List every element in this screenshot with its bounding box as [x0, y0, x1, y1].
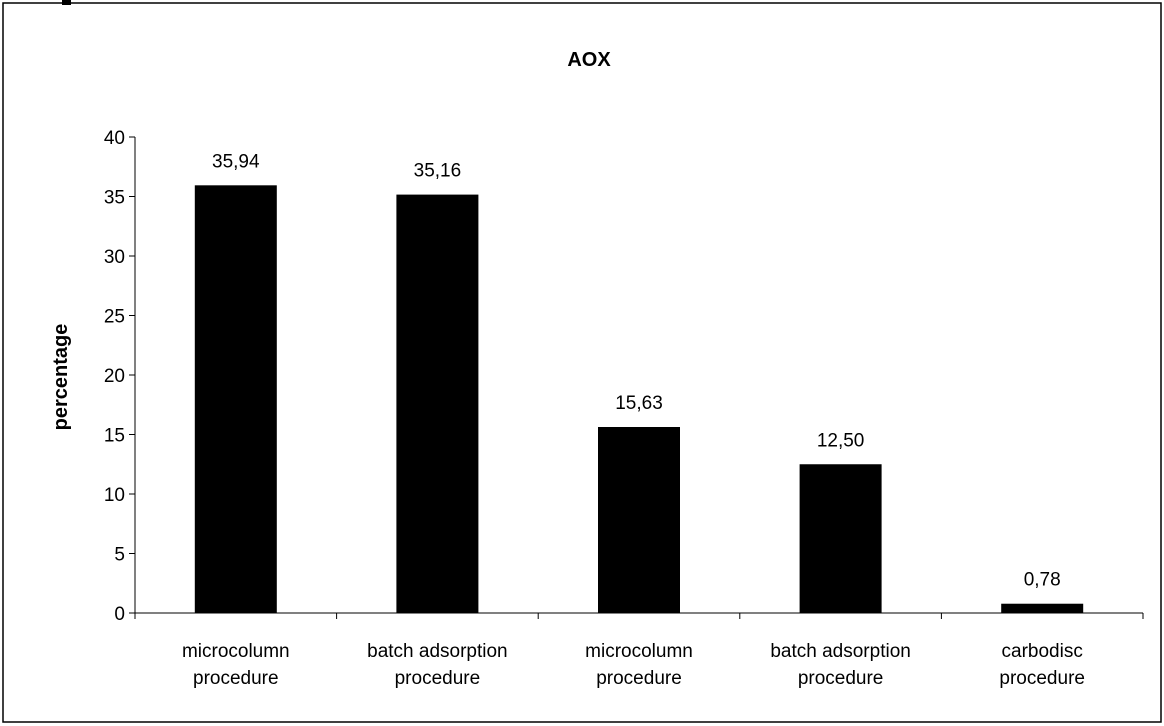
- x-tick-label: carbodisc: [1002, 641, 1083, 662]
- y-tick-label: 40: [104, 128, 125, 149]
- x-tick-label: procedure: [395, 668, 481, 689]
- x-axis-tick-labels: microcolumn procedure batch adsorption proc…: [182, 641, 1085, 689]
- x-tick-label: procedure: [999, 668, 1085, 689]
- x-tick-label: batch adsorption: [770, 641, 911, 662]
- y-tick-label: 25: [104, 307, 125, 328]
- y-tick-label: 0: [114, 604, 125, 625]
- x-tick-label: batch adsorption: [367, 641, 508, 662]
- bar: [598, 427, 680, 613]
- data-label: 12,50: [817, 430, 865, 451]
- y-tick-label: 30: [104, 247, 125, 268]
- x-tick-label: procedure: [798, 668, 884, 689]
- data-label: 35,16: [414, 161, 462, 182]
- bar: [1001, 603, 1084, 613]
- x-tick-label: procedure: [193, 668, 279, 689]
- bars: [194, 185, 1084, 613]
- bar: [396, 194, 479, 613]
- y-tick-label: 20: [104, 366, 125, 387]
- y-tick-label: 5: [114, 545, 125, 566]
- x-tick-label: procedure: [596, 668, 682, 689]
- x-tick-label: microcolumn: [585, 641, 693, 662]
- x-tick-label: microcolumn: [182, 641, 290, 662]
- y-axis-label: percentage: [50, 324, 72, 431]
- data-label: 0,78: [1024, 570, 1061, 591]
- y-tick-label: 35: [104, 188, 125, 209]
- y-axis-ticks: 0 5 10 15 20 25 30 35 40: [104, 128, 135, 625]
- x-axis-ticks: [134, 613, 1144, 619]
- bar: [194, 185, 277, 613]
- data-labels: 35,94 35,16 15,63 12,50 0,78: [212, 151, 1061, 590]
- chart-title: AOX: [567, 49, 611, 71]
- data-label: 35,94: [212, 151, 260, 172]
- bar: [799, 464, 882, 613]
- data-label: 15,63: [615, 393, 663, 414]
- y-tick-label: 10: [104, 485, 125, 506]
- y-tick-label: 15: [104, 426, 125, 447]
